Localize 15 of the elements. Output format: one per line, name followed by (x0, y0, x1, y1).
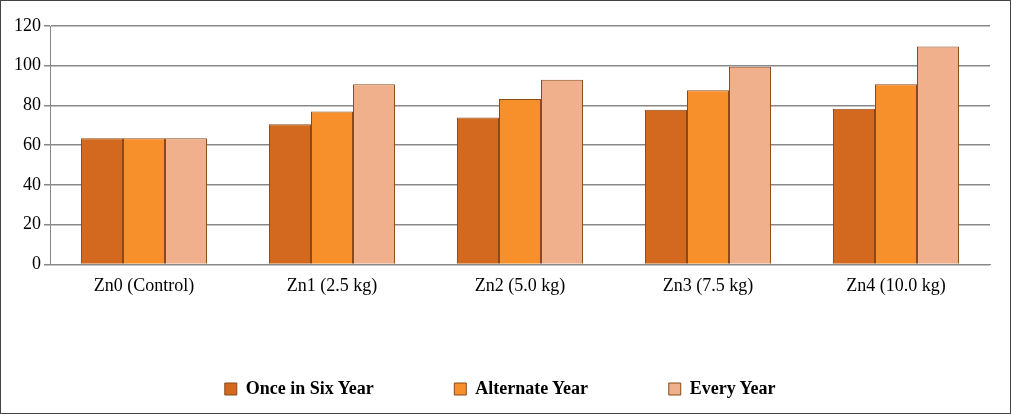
y-tick-label: 60 (23, 133, 41, 154)
x-tick-label: Zn2 (5.0 kg) (474, 274, 566, 296)
y-tick-label: 0 (32, 253, 41, 274)
x-tick-label: Zn3 (7.5 kg) (662, 274, 754, 296)
legend-label: Alternate Year (475, 377, 589, 398)
legend-label: Every Year (689, 377, 776, 398)
y-tick-label: 20 (23, 213, 41, 234)
x-tick-label: Zn4 (10.0 kg) (846, 274, 946, 296)
legend-label: Once in Six Year (245, 377, 374, 398)
y-tick-label: 120 (14, 14, 41, 35)
y-tick-label: 40 (23, 173, 41, 194)
x-tick-label: Zn1 (2.5 kg) (286, 274, 378, 296)
y-tick-label: 80 (23, 94, 41, 115)
y-tick-label: 100 (14, 54, 41, 75)
x-tick-label: Zn0 (Control) (93, 274, 195, 296)
